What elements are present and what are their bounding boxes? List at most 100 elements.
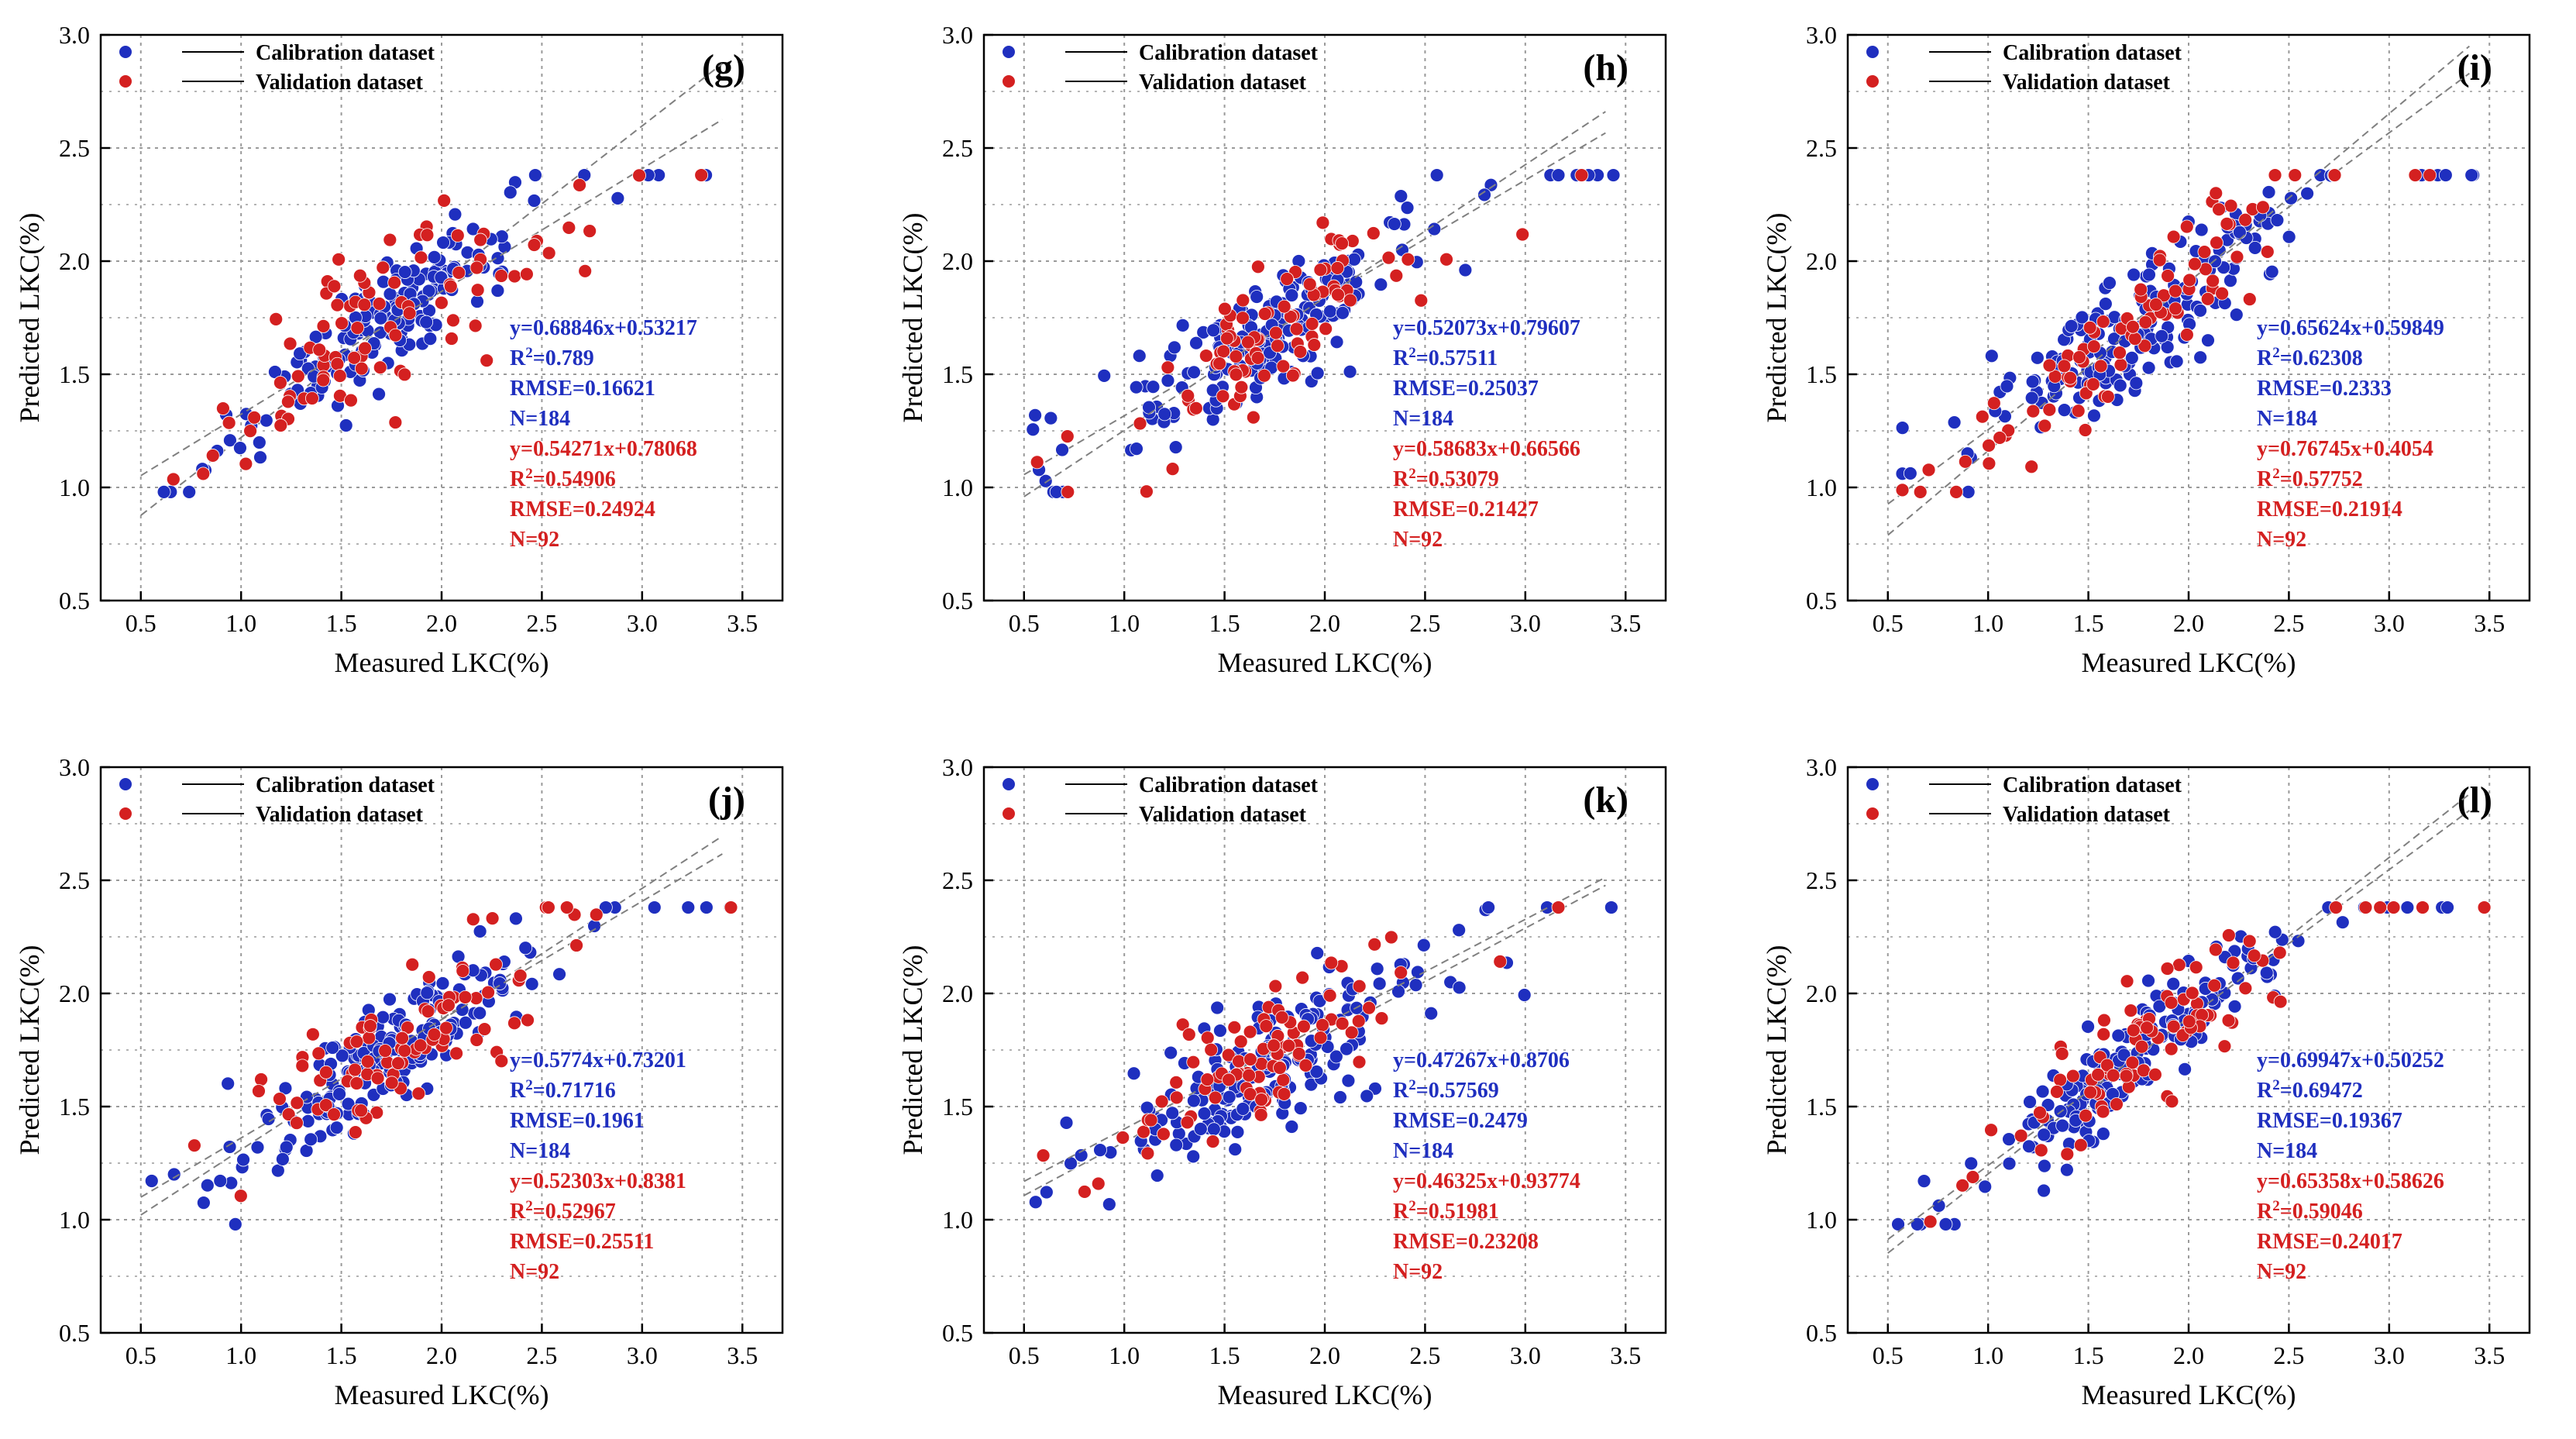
calibration-point (610, 191, 625, 205)
validation-point (1268, 325, 1283, 340)
calibration-point (1187, 365, 1202, 380)
calibration-point (2037, 1158, 2052, 1173)
validation-point (583, 224, 597, 239)
calibration-point (213, 1174, 228, 1188)
legend-validation-marker (1866, 75, 1879, 88)
validation-point (2134, 282, 2148, 297)
validation-point (384, 1076, 399, 1090)
calibration-stat-line: N=184 (2257, 1139, 2317, 1163)
x-tick-label: 2.0 (1309, 609, 1340, 637)
validation-point (421, 1004, 435, 1019)
legend-calibration-label: Calibration dataset (2003, 773, 2182, 797)
calibration-point (699, 900, 714, 914)
calibration-stat-line: y=0.47267x+0.8706 (1393, 1048, 1570, 1072)
validation-point (2071, 404, 2086, 418)
calibration-point (2124, 350, 2139, 365)
calibration-point (1210, 1000, 1225, 1015)
calibration-point (2023, 1095, 2037, 1109)
y-tick-label: 3.0 (942, 753, 973, 781)
validation-point (349, 1034, 364, 1049)
calibration-point (1189, 336, 1203, 350)
legend-calibration-marker (119, 46, 132, 58)
y-tick-label: 1.0 (59, 473, 90, 501)
validation-point (2329, 900, 2343, 914)
calibration-stat-line: R2=0.69472 (2257, 1076, 2363, 1103)
validation-stat-line: R2=0.59046 (2257, 1197, 2363, 1224)
calibration-point (2300, 186, 2314, 201)
calibration-point (2201, 333, 2215, 348)
validation-point (1229, 349, 1243, 363)
validation-point (2096, 1027, 2111, 1041)
calibration-point (156, 484, 171, 499)
validation-stat-line: R2=0.54906 (510, 465, 616, 491)
validation-point (527, 238, 542, 252)
validation-point (1273, 1061, 1287, 1075)
validation-point (2179, 328, 2194, 342)
validation-point (222, 415, 236, 430)
validation-point (1169, 1090, 1184, 1105)
calibration-point (304, 1132, 318, 1147)
validation-point (2063, 370, 2078, 385)
calibration-point (2440, 900, 2454, 914)
validation-point (1250, 260, 1265, 274)
validation-point (1227, 1020, 1242, 1034)
validation-point (2096, 315, 2110, 329)
validation-point (2247, 948, 2261, 963)
validation-point (1241, 335, 1255, 349)
validation-point (395, 1031, 409, 1045)
x-tick-label: 1.5 (326, 609, 357, 637)
x-tick-label: 3.0 (2374, 609, 2405, 637)
x-tick-label: 3.5 (1610, 609, 1641, 637)
validation-point (2065, 1069, 2080, 1083)
calibration-point (1477, 188, 1491, 202)
calibration-point (2024, 391, 2039, 405)
validation-point (1232, 1054, 1246, 1069)
calibration-point (1285, 288, 1299, 302)
validation-point (1923, 1214, 1938, 1229)
validation-point (281, 1107, 296, 1121)
validation-point (2179, 219, 2194, 234)
validation-point (1313, 1031, 1328, 1045)
validation-point (2060, 1147, 2075, 1162)
validation-stat-line: y=0.58683x+0.66566 (1393, 437, 1580, 461)
calibration-point (1126, 1066, 1141, 1081)
validation-point (2217, 1039, 2232, 1054)
calibration-point (2400, 900, 2415, 914)
x-tick-label: 3.5 (2474, 609, 2505, 637)
validation-point (1175, 1017, 1190, 1032)
validation-point (2168, 284, 2182, 298)
chart-panel-k: 0.5 1.0 1.5 2.0 2.5 3.0 3.5 0.5 1.0 1.5 2.0 2.5 3.0 M… (897, 753, 1667, 1410)
calibration-point (2194, 222, 2209, 237)
calibration-point (1551, 168, 1566, 182)
calibration-point (1026, 422, 1040, 437)
validation-point (1574, 168, 1589, 182)
legend-calibration-label: Calibration dataset (2003, 41, 2182, 65)
calibration-fit-line (140, 835, 723, 1216)
x-axis-title: Measured LKC(%) (335, 647, 549, 678)
validation-point (1165, 462, 1180, 476)
validation-point (458, 990, 473, 1004)
validation-point (312, 343, 327, 357)
validation-point (2091, 1067, 2106, 1082)
calibration-point (2169, 354, 2184, 369)
x-tick-label: 2.5 (2273, 1341, 2304, 1369)
validation-point (2230, 250, 2244, 264)
validation-point (354, 1103, 368, 1118)
validation-point (1344, 1025, 1359, 1040)
calibration-point (552, 967, 566, 982)
validation-point (187, 1138, 201, 1153)
validation-stat-line: y=0.46325x+0.93774 (1393, 1169, 1580, 1193)
validation-point (305, 1027, 320, 1041)
calibration-point (1452, 980, 1467, 995)
validation-point (348, 1125, 363, 1140)
calibration-point (2000, 379, 2014, 394)
validation-point (332, 252, 346, 267)
y-tick-label: 0.5 (1806, 1319, 1837, 1347)
calibration-point (1044, 411, 1058, 425)
calibration-point (2248, 240, 2262, 255)
calibration-stat-line: RMSE=0.2333 (2257, 377, 2392, 401)
validation-point (372, 297, 387, 311)
calibration-point (341, 1096, 356, 1111)
validation-point (2137, 339, 2152, 353)
validation-point (2187, 256, 2202, 271)
